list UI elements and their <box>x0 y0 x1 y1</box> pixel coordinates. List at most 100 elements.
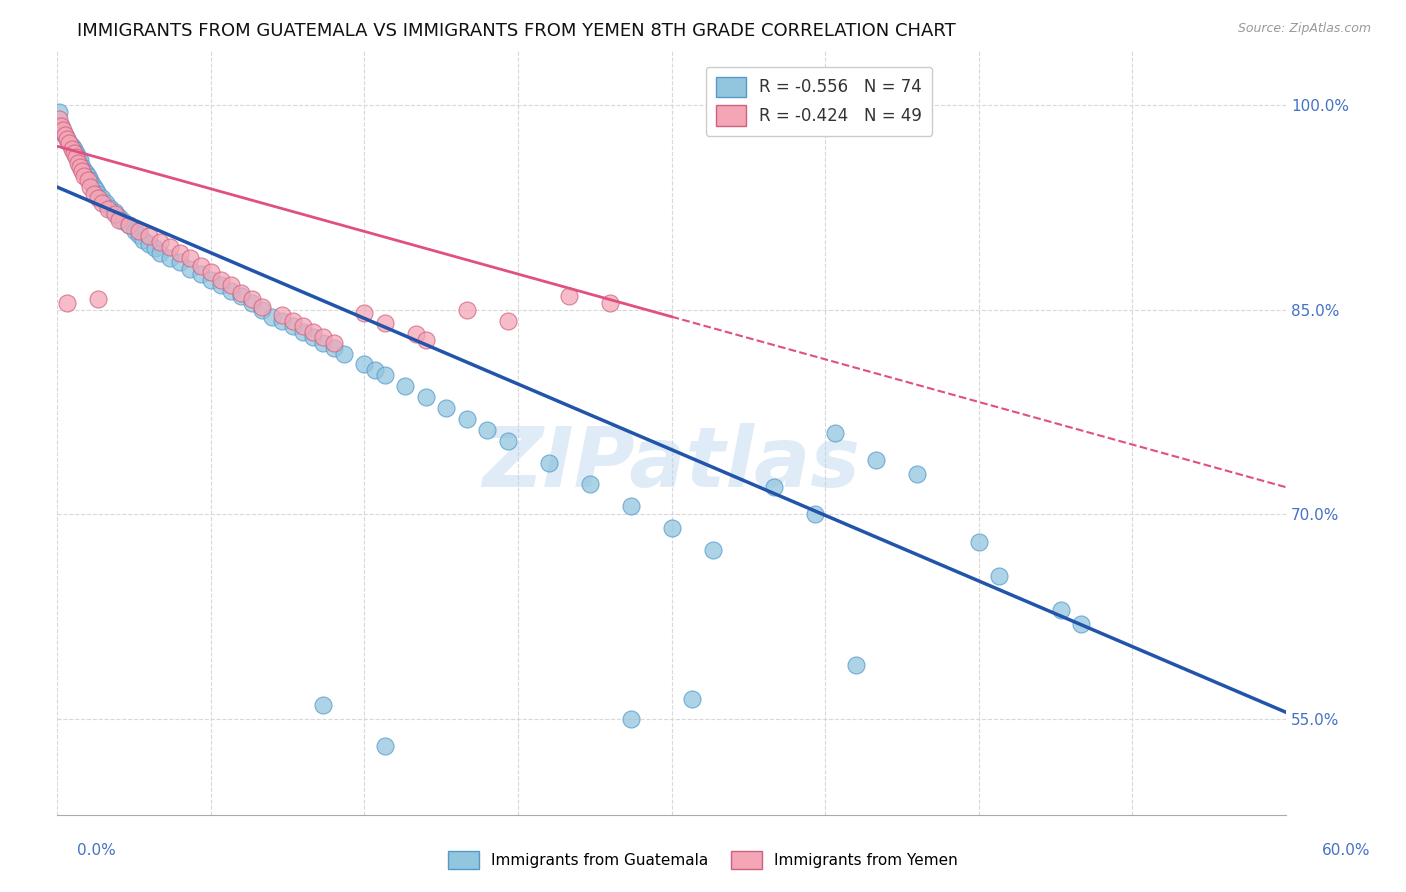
Point <box>53 128 76 143</box>
Point <box>87 186 110 201</box>
Point <box>537 456 560 470</box>
Point <box>374 368 396 383</box>
Point <box>79 180 101 194</box>
Point <box>124 224 146 238</box>
Point <box>578 477 600 491</box>
Point <box>312 330 335 344</box>
Point <box>262 310 284 324</box>
Point <box>77 169 100 184</box>
Point <box>271 308 294 322</box>
Point <box>60 139 83 153</box>
Point <box>231 289 253 303</box>
Point <box>65 150 87 164</box>
Point <box>322 335 344 350</box>
Point <box>291 325 314 339</box>
Point <box>322 341 344 355</box>
Point <box>159 251 181 265</box>
Point <box>179 261 201 276</box>
Point <box>219 284 242 298</box>
Point <box>271 314 294 328</box>
Point <box>405 327 427 342</box>
Point <box>60 142 83 156</box>
Point <box>52 123 75 137</box>
Point <box>159 240 181 254</box>
Point <box>231 286 253 301</box>
Legend: R = -0.556   N = 74, R = -0.424   N = 49: R = -0.556 N = 74, R = -0.424 N = 49 <box>706 67 932 136</box>
Point <box>128 227 150 242</box>
Point <box>103 204 125 219</box>
Point <box>145 242 167 256</box>
Point <box>558 289 581 303</box>
Point <box>681 691 703 706</box>
Point <box>434 401 457 415</box>
Point <box>56 132 79 146</box>
Point <box>80 178 103 192</box>
Point <box>107 212 129 227</box>
Point <box>240 296 263 310</box>
Text: 0.0%: 0.0% <box>77 843 117 858</box>
Point <box>415 333 437 347</box>
Legend: Immigrants from Guatemala, Immigrants from Yemen: Immigrants from Guatemala, Immigrants fr… <box>441 845 965 875</box>
Point <box>353 358 375 372</box>
Point <box>111 214 134 228</box>
Point <box>69 153 91 167</box>
Point <box>91 196 114 211</box>
Point <box>103 207 125 221</box>
Point <box>56 132 79 146</box>
Point <box>62 146 84 161</box>
Text: ZIPatlas: ZIPatlas <box>482 423 860 504</box>
Point <box>620 712 643 726</box>
Point <box>56 296 79 310</box>
Point <box>51 119 73 133</box>
Point <box>291 319 314 334</box>
Point <box>169 245 191 260</box>
Point <box>58 136 80 151</box>
Point <box>66 155 89 169</box>
Point <box>374 317 396 331</box>
Point <box>70 160 93 174</box>
Point <box>477 423 499 437</box>
Text: Source: ZipAtlas.com: Source: ZipAtlas.com <box>1237 22 1371 36</box>
Point <box>62 142 84 156</box>
Point <box>620 500 643 514</box>
Point <box>73 163 96 178</box>
Point <box>75 166 97 180</box>
Point <box>118 219 141 233</box>
Point <box>312 335 335 350</box>
Point <box>250 300 273 314</box>
Point <box>333 346 356 360</box>
Text: IMMIGRANTS FROM GUATEMALA VS IMMIGRANTS FROM YEMEN 8TH GRADE CORRELATION CHART: IMMIGRANTS FROM GUATEMALA VS IMMIGRANTS … <box>77 22 956 40</box>
Point <box>107 210 129 224</box>
Point <box>148 235 170 249</box>
Point <box>65 146 87 161</box>
Point <box>79 173 101 187</box>
Point <box>53 128 76 143</box>
Point <box>353 305 375 319</box>
Point <box>1049 603 1071 617</box>
Point <box>87 292 110 306</box>
Point <box>83 186 105 201</box>
Point <box>58 136 80 151</box>
Point <box>661 521 683 535</box>
Point <box>865 453 887 467</box>
Point <box>599 296 621 310</box>
Point <box>200 273 222 287</box>
Point <box>48 105 70 120</box>
Point <box>1070 616 1092 631</box>
Point <box>415 390 437 404</box>
Point <box>51 119 73 133</box>
Point <box>967 534 990 549</box>
Point <box>138 237 160 252</box>
Point <box>804 508 827 522</box>
Point <box>73 169 96 184</box>
Point <box>281 314 304 328</box>
Point <box>496 314 519 328</box>
Point <box>179 251 201 265</box>
Point <box>118 219 141 233</box>
Point <box>302 330 325 344</box>
Point <box>87 191 110 205</box>
Point <box>363 363 385 377</box>
Point <box>824 425 846 440</box>
Point <box>209 278 232 293</box>
Text: 60.0%: 60.0% <box>1323 843 1371 858</box>
